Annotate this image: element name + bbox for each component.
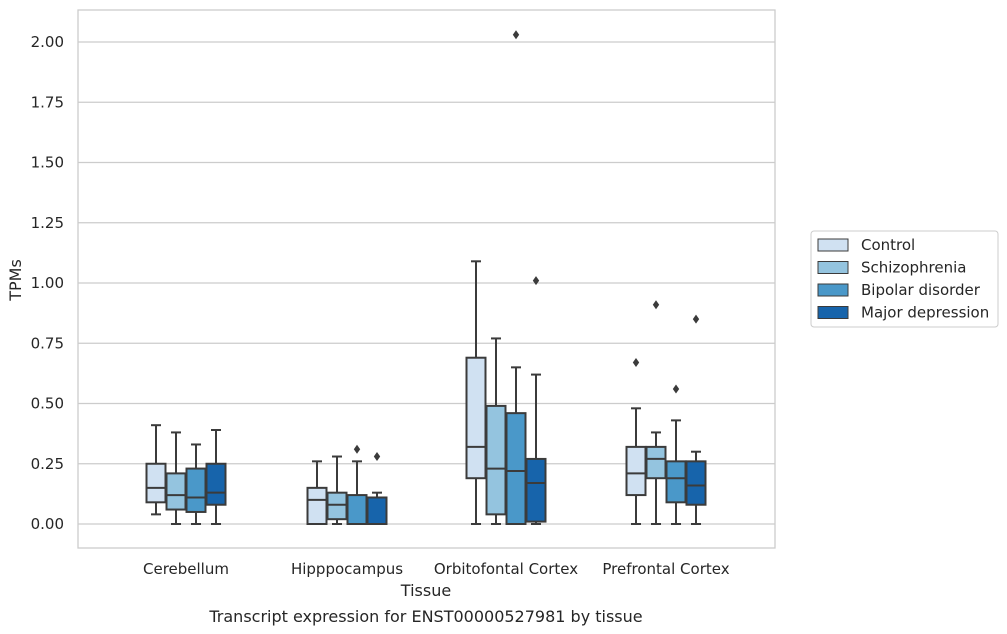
legend-swatch [817,238,849,252]
y-tick-labels: 0.00 0.25 0.50 0.75 1.00 1.25 1.50 1.75 2.00 [31,33,64,533]
box-body [645,445,667,480]
box-body [145,462,167,504]
y-tick-label: 1.00 [31,274,64,292]
legend-label: Major depression [861,304,989,322]
box-body [326,491,348,521]
box-schizophrenia [645,300,667,525]
legend-label: Control [861,236,915,254]
x-tick-labels: Cerebellum Hipppocampus Orbitofontal Corte… [143,560,730,578]
box-body [346,494,368,525]
box-groups [145,30,707,526]
box-body [205,462,227,506]
legend-label: Schizophrenia [861,259,966,277]
y-tick-label: 1.50 [31,154,64,172]
box-control [306,460,328,526]
y-tick-label: 0.50 [31,395,64,413]
x-tick-label: Prefrontal Cortex [602,560,729,578]
box-body [665,460,687,504]
legend-frame [810,230,999,328]
box-body [485,404,507,516]
y-tick-label: 2.00 [31,33,64,51]
box-schizophrenia [326,455,348,525]
box-control [465,260,487,525]
box-bipolar-disorder [665,384,687,525]
box-body [185,467,207,513]
chart-caption: Transcript expression for ENST0000052798… [208,607,642,626]
box-body [165,472,187,511]
x-tick-label: Hipppocampus [291,560,403,578]
x-tick-label: Orbitofontal Cortex [434,560,578,578]
x-axis-title: Tissue [400,581,451,600]
box-body [306,486,328,526]
legend-swatch [817,306,849,319]
y-tick-label: 0.25 [31,455,64,473]
box-body [366,496,388,525]
outlier-marker [632,358,640,368]
legend-label: Bipolar disorder [861,281,981,299]
outlier-marker [353,444,361,454]
y-tick-label: 1.75 [31,93,64,111]
legend-swatch [817,261,849,274]
box-major-depression [366,452,388,525]
outlier-marker [373,452,381,462]
legend: Control Schizophrenia Bipolar disorder Majo… [810,230,999,328]
outlier-marker [652,300,660,310]
y-axis-title: TPMs [6,259,25,302]
x-tick-label: Cerebellum [143,560,229,578]
y-tick-label: 1.25 [31,214,64,232]
plot-frame [77,9,776,549]
box-body [525,457,547,523]
outlier-marker [692,314,700,324]
outlier-marker [532,276,540,286]
box-body [685,460,707,506]
outlier-marker [512,30,520,40]
legend-swatch [817,283,849,297]
box-major-depression [205,429,227,525]
box-major-depression [685,314,707,525]
box-body [505,412,527,526]
y-tick-label: 0.75 [31,334,64,352]
outlier-marker [672,384,680,394]
box-major-depression [525,276,547,525]
box-schizophrenia [165,431,187,525]
box-body [465,356,487,480]
y-tick-label: 0.00 [31,515,64,533]
box-bipolar-disorder [346,444,368,525]
box-body [625,445,647,497]
